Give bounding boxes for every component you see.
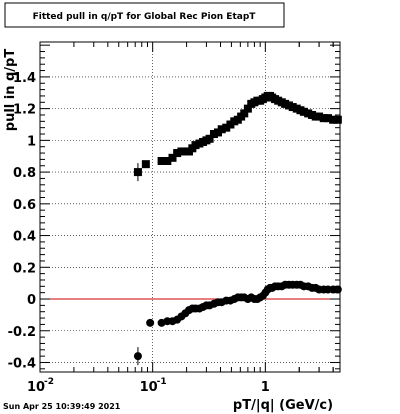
data-point-square xyxy=(299,107,308,116)
data-point-circle xyxy=(146,318,155,327)
data-point-square xyxy=(333,115,342,124)
data-point-square xyxy=(173,149,182,158)
data-point-square xyxy=(209,130,218,139)
footer-timestamp: Sun Apr 25 10:39:49 2021 xyxy=(3,402,121,411)
tick-labels: -0.4-0.200.20.40.60.811.21.410-2 10-1 1 xyxy=(8,71,270,395)
y-tick-label: 1 xyxy=(27,134,36,149)
axes xyxy=(39,42,340,372)
data-point-square xyxy=(205,134,214,143)
y-axis-title: pull in q/pT xyxy=(3,49,18,132)
chart-title-box: Fitted pull in q/pT for Global Rec Pion … xyxy=(4,2,285,28)
data-point-square xyxy=(324,114,333,123)
plot-frame xyxy=(39,41,341,373)
data-point-square xyxy=(157,156,166,165)
data-point-circle xyxy=(333,285,342,294)
data-point-square xyxy=(329,115,338,124)
data-point-square xyxy=(217,125,226,134)
x-tick-exponent: -1 xyxy=(157,377,167,387)
x-tick-exponent: -2 xyxy=(44,377,54,387)
data-point-square xyxy=(288,103,297,112)
data-point-square xyxy=(222,123,231,132)
y-tick-label: 0 xyxy=(27,293,36,308)
data-points xyxy=(133,91,342,366)
chart-title: Fitted pull in q/pT for Global Rec Pion … xyxy=(33,12,257,22)
y-tick-label: 1.4 xyxy=(13,71,36,86)
y-tick-label: -0.2 xyxy=(8,325,36,340)
data-point-square xyxy=(319,114,328,123)
x-tick-label: 1 xyxy=(261,380,270,395)
y-tick-label: 0.8 xyxy=(13,166,36,181)
title-frame xyxy=(4,2,285,28)
x-tick-label: 10 xyxy=(140,380,158,395)
y-tick-label: 0.4 xyxy=(13,230,36,245)
y-tick-label: 0.2 xyxy=(13,261,36,276)
data-point-square xyxy=(243,104,252,113)
data-point-square xyxy=(168,153,177,162)
data-point-square xyxy=(240,109,249,118)
data-point-square xyxy=(141,160,150,169)
x-tick-label: 10 xyxy=(27,380,45,395)
data-point-square xyxy=(315,112,324,121)
y-tick-label: 1.2 xyxy=(13,103,36,118)
y-tick-label: -0.4 xyxy=(8,356,36,371)
data-point-square xyxy=(163,156,172,165)
x-axis-title: pT/|q| (GeV/c) xyxy=(233,398,333,413)
y-tick-label: 0.6 xyxy=(13,198,36,213)
